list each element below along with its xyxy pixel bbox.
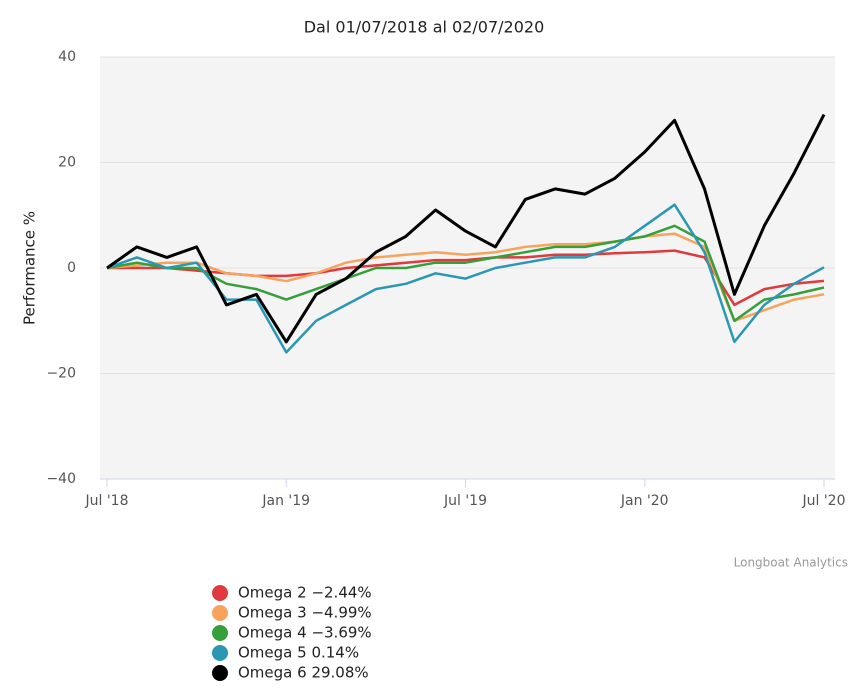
y-tick-label: 0 — [67, 260, 76, 276]
chart-title: Dal 01/07/2018 al 02/07/2020 — [304, 18, 545, 37]
legend-symbol — [212, 665, 228, 681]
legend-symbol — [212, 645, 228, 661]
y-tick-label: 20 — [58, 155, 76, 171]
series-line — [106, 113, 826, 344]
legend-label[interactable]: Omega 3 −4.99% — [238, 604, 372, 622]
series-line — [106, 203, 825, 354]
x-tick-label: Jan '19 — [261, 493, 310, 509]
legend-label[interactable]: Omega 6 29.08% — [238, 664, 369, 682]
series-line — [106, 224, 825, 323]
series-line — [106, 232, 825, 323]
legend-label[interactable]: Omega 2 −2.44% — [238, 584, 372, 602]
x-tick-label: Jul '19 — [443, 493, 487, 509]
x-tick-label: Jan '20 — [620, 493, 669, 509]
x-tick-label: Jul '20 — [801, 493, 845, 509]
y-tick-label: 40 — [58, 49, 76, 65]
legend-symbol — [212, 605, 228, 621]
legend-symbol — [212, 585, 228, 601]
x-tick-label: Jul '18 — [84, 493, 128, 509]
legend-label[interactable]: Omega 4 −3.69% — [238, 624, 372, 642]
credits: Longboat Analytics — [734, 556, 848, 570]
legend-symbol — [212, 625, 228, 641]
legend-label[interactable]: Omega 5 0.14% — [238, 644, 359, 662]
y-tick-label: −20 — [46, 366, 76, 382]
legend: Omega 2 −2.44% Omega 3 −4.99% Omega 4 −3.6… — [212, 584, 372, 682]
y-tick-label: −40 — [46, 471, 76, 487]
y-axis-label: Performance % — [21, 211, 39, 325]
